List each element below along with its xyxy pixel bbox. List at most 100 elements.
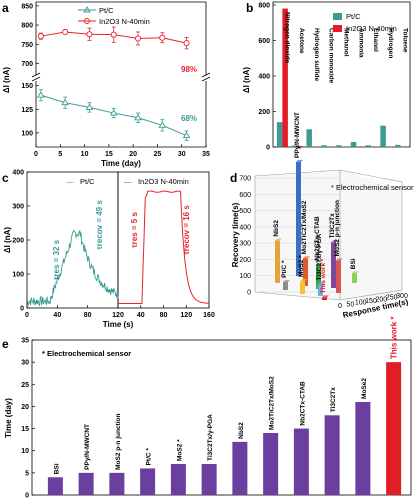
panel-c-ylabel: ΔI (nA) bbox=[3, 227, 12, 254]
panel-a-frame-top bbox=[36, 1, 207, 75]
panel-d-bar-label: MoS2 p-n junction bbox=[334, 200, 341, 256]
panel-d-ytick-label: 300 bbox=[396, 293, 408, 300]
panel-e-frame bbox=[31, 339, 412, 496]
panel-c-left-frame bbox=[26, 171, 119, 309]
panel-b-category-label: Acetone bbox=[298, 28, 305, 54]
panel-d-bar bbox=[336, 260, 341, 293]
panel-b-category-label: Toluene bbox=[402, 28, 409, 53]
panel-a-xtick-label: 5 bbox=[58, 151, 62, 158]
panel-e-bar bbox=[386, 362, 402, 495]
panel-c-xtick-label: 160 bbox=[203, 312, 215, 319]
panel-e-ytick-label: 20 bbox=[21, 404, 29, 411]
panel-e-ytick-label: 25 bbox=[21, 382, 29, 389]
panel-d-ytick-label: 50 bbox=[346, 301, 354, 308]
panel-a-ytick-label: 700 bbox=[21, 61, 33, 68]
panel-b-ytick-label: 0 bbox=[266, 145, 270, 152]
panel-a-point bbox=[109, 109, 118, 116]
panel-d-bar-label: Ti3C2Tx/γ-PGA bbox=[316, 233, 323, 280]
panel-b-category-label: Methanol bbox=[343, 28, 350, 57]
panel-e-bar-label: MoS2 * bbox=[176, 439, 183, 461]
panel-a-letter: a bbox=[2, 1, 9, 15]
panel-a-point bbox=[183, 40, 190, 47]
panel-d-bar-top bbox=[322, 295, 329, 298]
panel-c-ytick-label: 100 bbox=[12, 272, 24, 279]
panel-d-ytick-label: 100 bbox=[355, 300, 367, 307]
panel-e-letter: e bbox=[2, 337, 9, 351]
panel-c-left-name: — bbox=[66, 177, 74, 186]
panel-d-bar-top bbox=[316, 262, 323, 265]
panel-b-category-label: Ethanol bbox=[372, 28, 379, 52]
panel-d-bar-top bbox=[275, 238, 282, 241]
panel-a-point bbox=[134, 35, 142, 42]
panel-e-bar bbox=[324, 415, 340, 495]
panel-e-bar bbox=[140, 468, 156, 495]
panel-e-ytick-label: 5 bbox=[25, 470, 29, 477]
panel-d-bar bbox=[303, 258, 308, 286]
panel-d-bar bbox=[296, 162, 301, 276]
panel-e-bar bbox=[109, 472, 125, 495]
panel-a-point bbox=[86, 31, 93, 38]
panel-d-note: * Electrochemical sensor bbox=[331, 183, 414, 192]
panel-b-bar bbox=[291, 145, 298, 147]
panel-b-bar bbox=[336, 145, 342, 147]
panel-a-xtick-label: 25 bbox=[154, 151, 162, 158]
panel-e-bar-label: Ti3C2Tx bbox=[330, 387, 337, 413]
panel-c-letter: c bbox=[2, 171, 9, 185]
panel-b-category-label: Hydrogen bbox=[387, 28, 394, 58]
panel-b-bar bbox=[395, 144, 401, 147]
panel-d-bar-label: Ti3C2Tx bbox=[329, 213, 336, 239]
panel-e-bar-label: Nb2CTx-CTAB bbox=[299, 381, 306, 426]
panel-c-ytick-label: 300 bbox=[12, 204, 24, 211]
panel-e-bar-label: Mo2TiC2Tx/MoS2 bbox=[269, 376, 276, 430]
panel-a-ytick-label: 100 bbox=[21, 130, 33, 137]
panel-a-ytick-label: 150 bbox=[21, 83, 33, 90]
panel-d-bar-top bbox=[318, 282, 325, 285]
panel-e-bar-label: NbS2 bbox=[238, 422, 245, 439]
panel-d-ztick-label: 0 bbox=[247, 290, 251, 297]
panel-d-bar bbox=[316, 264, 321, 289]
panel-c-right-label: In2O3 N-40min bbox=[138, 177, 189, 186]
panel-e-bar-label: MoSe2 bbox=[361, 378, 368, 399]
panel-d-ytick-label: 150 bbox=[365, 298, 377, 305]
panel-e-bar bbox=[355, 402, 371, 495]
panel-c-left-label: Pt/C bbox=[80, 177, 95, 186]
panel-b-legend-in2o3: In2O3 N-40min bbox=[346, 24, 397, 33]
panel-b-bar bbox=[321, 145, 327, 147]
panel-c-right-name: — bbox=[124, 177, 132, 186]
panel-e-ytick-label: 15 bbox=[21, 426, 29, 433]
panel-b-category-label: Ammonia bbox=[357, 28, 364, 58]
panel-e-bar-label: Pt/C * bbox=[146, 448, 153, 466]
panel-d-ytick-label: 250 bbox=[386, 295, 398, 302]
panel-b-legend-ptc: Pt/C bbox=[346, 12, 361, 21]
panel-b-bar bbox=[365, 145, 372, 147]
panel-c-xlabel: Time (s) bbox=[103, 320, 134, 329]
panel-d-box bbox=[254, 169, 403, 301]
panel-a-break-mark bbox=[201, 72, 211, 78]
panel-a-point bbox=[158, 121, 167, 128]
panel-d-box-bg bbox=[255, 170, 402, 300]
panel-b-ytick-label: 800 bbox=[258, 3, 270, 10]
panel-a-xtick-label: 20 bbox=[129, 151, 137, 158]
panel-e-bar-label: MoS2 p-n junction bbox=[115, 414, 122, 470]
panel-c: c 0 40 80 120 0 100 200 300 400 40 80 120 160 — Pt/C… bbox=[2, 170, 215, 330]
panel-a-point bbox=[61, 98, 69, 106]
panel-e-bar-label: BSi bbox=[53, 463, 60, 474]
panel-d-bar-label: This work * bbox=[320, 258, 327, 293]
panel-d-bar-top bbox=[296, 160, 303, 162]
panel-c-xtick-label: 0 bbox=[25, 312, 29, 319]
panel-a-point bbox=[37, 33, 44, 40]
panel-a: a 0 5 10 15 20 25 30 35 100 125 150 700 750 800 850 ΔI… bbox=[2, 1, 211, 168]
panel-a-xtick-label: 30 bbox=[178, 151, 186, 158]
panel-b-category-label: Carbon monoxide bbox=[328, 28, 335, 84]
panel-d-bar-top bbox=[283, 279, 290, 282]
panel-b: b 0 200 400 600 800 Nitrogen dioxide Acetone H… bbox=[242, 1, 411, 152]
panel-e-bar bbox=[293, 428, 309, 495]
panel-a-point bbox=[85, 103, 94, 110]
panel-d-bar-label: Pt/C * bbox=[281, 260, 288, 278]
panel-d-bar-label: BSi bbox=[350, 258, 357, 269]
panel-d-bar bbox=[352, 273, 357, 283]
panel-b-bar bbox=[306, 129, 312, 147]
panel-a-break-mark bbox=[31, 72, 41, 78]
panel-a-break-mark bbox=[201, 76, 211, 82]
panel-c-ptc-tau-res: τres = 32 s bbox=[52, 239, 61, 280]
